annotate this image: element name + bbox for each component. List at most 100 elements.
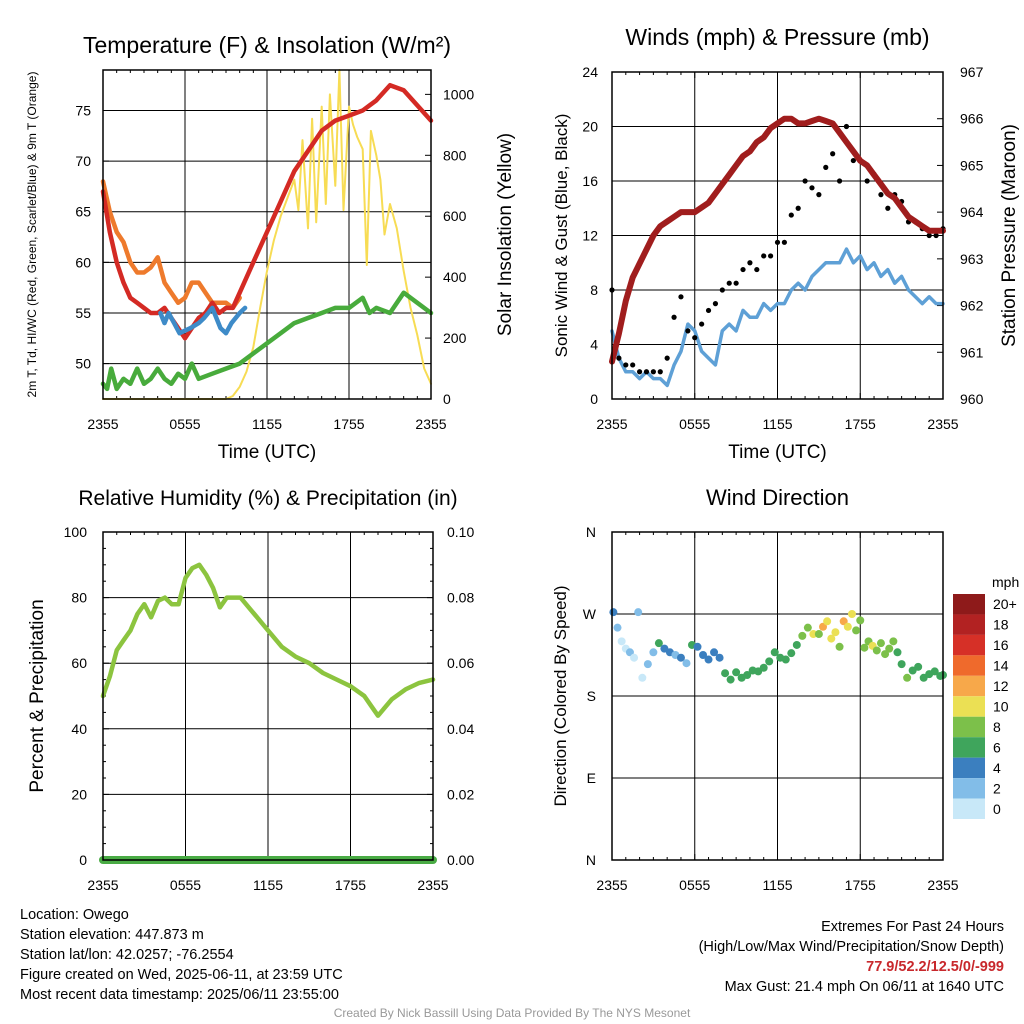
x-tick-label: 2355 [596,877,627,893]
y-tick-label: 60 [71,655,87,671]
x-tick-label: 0555 [679,877,710,893]
y-tick-label: 50 [75,356,91,372]
y-tick-label: N [586,852,596,868]
colorbar-swatch [953,594,985,615]
gust-point [685,328,691,334]
y-tick-label: 75 [75,102,91,118]
direction-point [876,639,885,648]
direction-point [814,630,823,639]
gust-point [836,178,843,184]
direction-point [721,669,730,678]
figure-created: Figure created on Wed, 2025-06-11, at 23… [20,967,343,983]
direction-point [881,650,890,659]
direction-point [798,631,807,640]
direction-point [792,640,801,649]
y-tick-label: 100 [64,524,88,540]
gust-point [671,314,677,320]
direction-point [872,646,881,655]
direction-point [770,648,779,657]
direction-point [732,668,741,677]
y-tick-label: N [586,524,596,540]
x-tick-label: 2355 [417,877,448,893]
direction-point [787,649,796,658]
gust-point [616,355,622,361]
gust-point [636,369,643,375]
direction-point [897,660,906,669]
direction-point [860,643,869,652]
gust-point [630,362,636,368]
direction-point [847,610,856,618]
colorbar-label: 14 [993,658,1009,674]
x-tick-label: 2355 [596,416,627,432]
direction-point [835,642,844,651]
y-tick-label: 65 [75,204,91,220]
x-tick-label: 1155 [253,877,283,893]
y2-tick-label: 961 [960,344,984,360]
gust-point [809,185,815,191]
x-tick-label: 1755 [845,416,876,432]
direction-point [930,667,939,676]
colorbar-label: 0 [993,801,1001,817]
plot-border [611,531,944,861]
gust-point [650,369,656,375]
series-line-rh [100,562,436,718]
direction-point [617,637,626,646]
direction-point [803,623,812,632]
gust-point [719,287,725,293]
y2-tick-label: 0.04 [447,721,474,737]
colorbar-label: 20+ [993,596,1017,612]
station-location: Location: Owego [20,907,129,923]
x-tick-label: 0555 [170,877,201,893]
direction-point [649,648,658,657]
x-tick-label: 1155 [762,416,792,432]
y2-tick-label: 963 [960,251,984,267]
direction-point [831,628,840,637]
y2-tick-label: 0.10 [447,524,474,540]
colorbar-label: 2 [993,780,1001,796]
y-tick-label: W [583,606,597,622]
direction-point [827,634,836,643]
gust-point [926,232,932,239]
y2-tick-label: 0.08 [447,590,474,606]
colorbar-label: 8 [993,719,1001,735]
gust-point [699,321,705,327]
gust-point [795,205,801,211]
colorbar-swatch [953,757,985,779]
colorbar-label: 4 [993,760,1001,776]
colorbar-swatch [953,716,985,738]
y-tick-label: 40 [71,721,87,737]
colorbar-swatch [953,798,985,819]
direction-point [765,657,774,666]
direction-point [630,653,639,662]
direction-point [889,637,898,646]
x-tick-label: 2355 [927,877,958,893]
colorbar-label: 16 [993,637,1009,653]
gust-point [726,280,732,286]
y2-tick-label: 0 [443,391,451,407]
gust-point [712,301,719,307]
gust-point [623,362,629,368]
x-tick-label: 2355 [87,416,118,432]
station-elevation: Station elevation: 447.873 m [20,927,204,943]
y2-tick-label: 966 [960,111,984,127]
gust-point [878,192,884,198]
y2-tick-label: 964 [960,204,984,220]
gust-point [850,157,856,164]
colorbar-swatch [953,634,985,656]
gust-point [885,205,891,211]
y-tick-label: 20 [71,786,87,802]
winds-pressure-chart: 2355 0555 1155 1755 2355 Winds (mph) & Pressu… [552,24,1020,463]
direction-point [781,655,790,664]
colorbar-title: mph [992,574,1019,590]
y-axis-label: Direction (Colored By Speed) [551,585,570,806]
gust-point [692,335,698,341]
direction-point [710,648,719,657]
x-tick-label: 1755 [333,416,364,432]
y-tick-label: 16 [582,173,598,189]
colorbar-label: 10 [993,699,1009,715]
direction-point [643,660,652,669]
x-tick-label: 2355 [415,416,446,432]
x-tick-label: 2355 [927,416,958,432]
gust-point [843,123,850,130]
y2-tick-label: 965 [960,157,984,173]
